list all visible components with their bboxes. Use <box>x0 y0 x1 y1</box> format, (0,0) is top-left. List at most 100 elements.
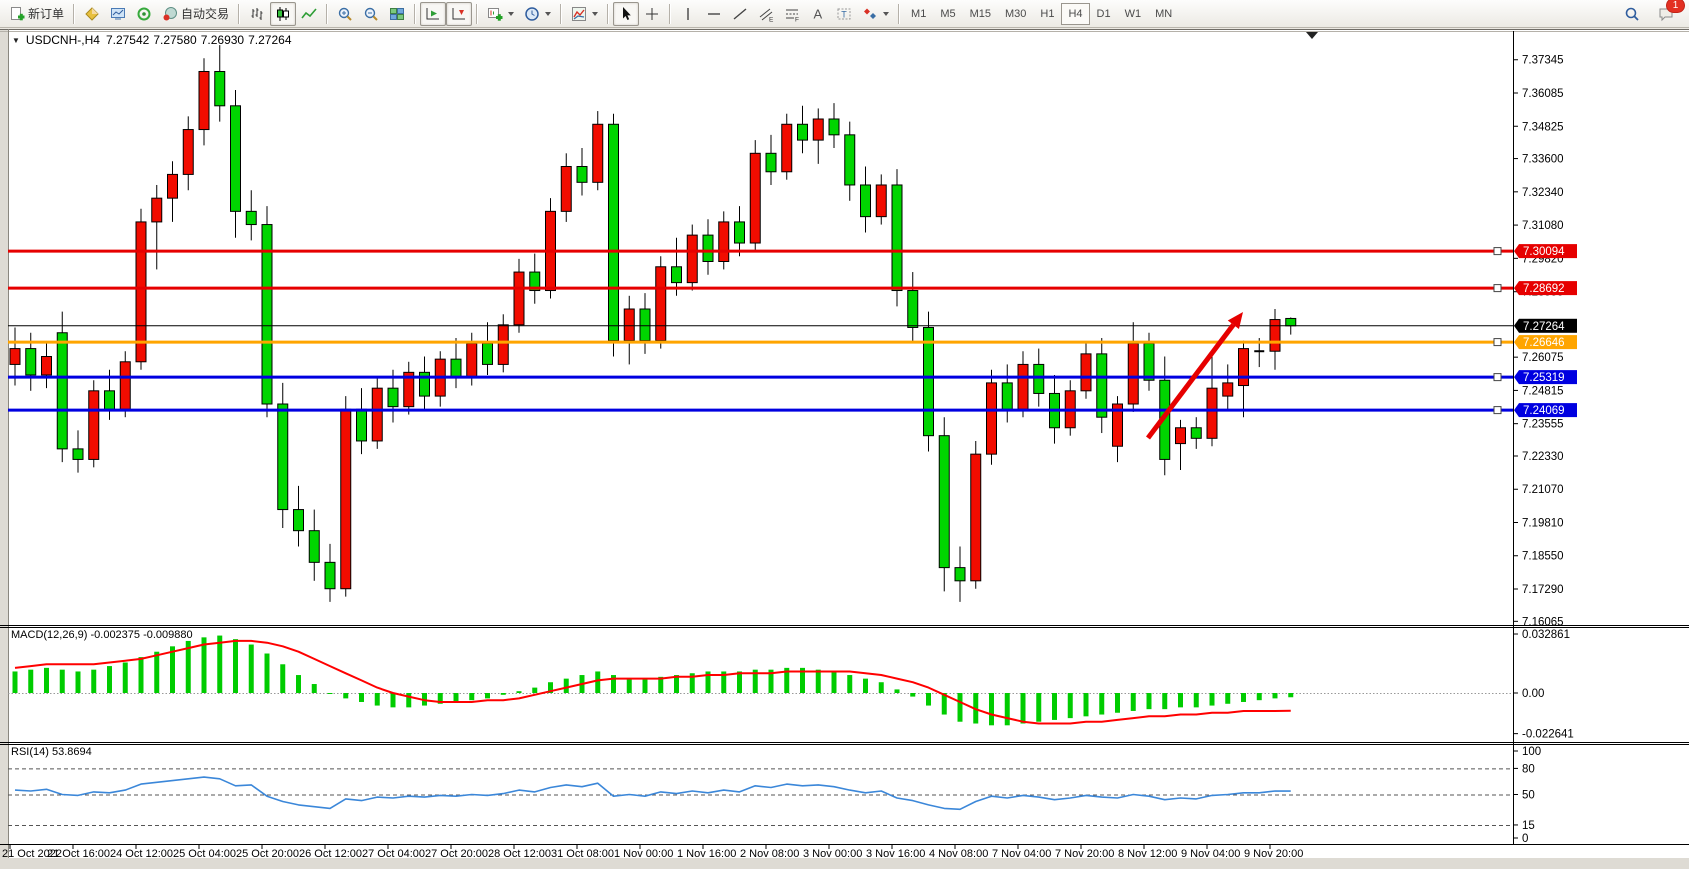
timeframe-w1-button[interactable]: W1 <box>1124 7 1142 20</box>
macd-bar <box>500 693 506 695</box>
timeframe-d1-button[interactable]: D1 <box>1096 7 1111 20</box>
resistance-line-2-handle[interactable] <box>1493 284 1502 293</box>
auto-trading-button[interactable]: 自动交易 <box>157 2 234 26</box>
pivot-line-handle[interactable] <box>1493 338 1502 347</box>
horizontal-line-button[interactable] <box>701 2 727 26</box>
macd-bar <box>516 691 522 693</box>
notifications-button[interactable]: 1 <box>1653 0 1685 26</box>
bull-candle <box>151 197 163 223</box>
zoom-out-button[interactable] <box>358 2 384 26</box>
timeframe-m15-button[interactable]: M15 <box>969 7 991 20</box>
price-axis[interactable]: 7.37345 7.36085 7.34825 7.33600 7.32340 7.310… <box>1513 55 1574 845</box>
window-left-frame <box>0 29 8 858</box>
bear-candle <box>230 105 241 212</box>
indicators-button[interactable] <box>566 2 603 26</box>
bear-candle <box>954 567 966 582</box>
timeframe-m30-button[interactable]: M30 <box>1005 7 1027 20</box>
new-chart-button[interactable] <box>482 2 519 26</box>
vertical-line-button[interactable] <box>675 2 701 26</box>
tile-windows-button[interactable] <box>384 2 410 26</box>
new-order-icon <box>11 6 25 20</box>
macd-bar <box>1004 693 1010 726</box>
macd-bar <box>611 675 616 693</box>
trend-arrow-head[interactable] <box>1227 312 1243 329</box>
trend-arrow[interactable] <box>1146 323 1236 440</box>
chart-shift-marker[interactable] <box>1306 32 1318 39</box>
text-button[interactable]: A <box>805 2 831 26</box>
bull-candle <box>1080 353 1092 392</box>
bear-candle <box>104 390 115 410</box>
bull-candle <box>718 221 730 263</box>
chart-shift-button[interactable] <box>446 1 473 26</box>
cursor-button[interactable] <box>613 1 640 26</box>
macd-bar <box>1209 693 1215 706</box>
resistance-line-1-badge: 7.30094 <box>1514 244 1577 259</box>
bear-candle <box>844 134 856 186</box>
resistance-line-1-handle[interactable] <box>1493 247 1502 256</box>
macd-bar <box>1256 693 1262 701</box>
price-tick-label: 7.18550 <box>1522 551 1564 563</box>
fibonacci-button[interactable]: F <box>779 2 805 26</box>
bull-candle <box>970 453 982 582</box>
terminal-button[interactable] <box>105 2 131 26</box>
price-tick-label: 7.33600 <box>1522 154 1564 166</box>
support-line-2-badge: 7.24069 <box>1514 403 1577 418</box>
bar-chart-button[interactable] <box>244 2 270 26</box>
bear-candle <box>797 123 808 141</box>
macd-bar <box>185 640 191 693</box>
new-order-button[interactable]: 新订单 <box>4 2 69 26</box>
trend-line-button[interactable] <box>727 2 753 26</box>
text-label-icon: T <box>837 8 851 19</box>
timeframe-m5-button[interactable]: M5 <box>940 7 956 20</box>
crosshair-button[interactable] <box>639 2 665 26</box>
support-line-1-handle[interactable] <box>1493 373 1502 382</box>
text-label-button[interactable]: T <box>831 2 857 26</box>
auto-scroll-button[interactable] <box>420 1 447 26</box>
timeframe-h4-button[interactable]: H4 <box>1061 2 1090 25</box>
macd-bar <box>800 667 805 693</box>
bear-candle <box>245 210 257 226</box>
price-tick-label: 7.24815 <box>1522 385 1564 397</box>
chart-wizard-button[interactable] <box>79 2 105 26</box>
bear-candle <box>72 448 84 460</box>
price-tick-label: 7.23555 <box>1522 419 1564 431</box>
bear-candle <box>293 509 304 532</box>
terminal-icon <box>111 7 126 20</box>
macd-bar <box>863 678 868 693</box>
price-tick-label: 7.21070 <box>1522 484 1564 496</box>
bull-candle <box>1238 348 1249 387</box>
timeframe-mn-button[interactable]: MN <box>1155 7 1173 20</box>
line-chart-button[interactable] <box>296 2 322 26</box>
search-button[interactable] <box>1619 2 1645 26</box>
arrows-button[interactable] <box>857 2 894 26</box>
timeframe-m1-button[interactable]: M1 <box>911 7 927 20</box>
equidistant-channel-button[interactable]: E <box>753 2 779 26</box>
time-tick-label: 9 Nov 20:00 <box>1244 848 1303 860</box>
macd-bar <box>894 689 900 693</box>
macd-bar <box>957 693 963 722</box>
macd-bar <box>343 693 349 699</box>
bull-candle <box>135 221 147 363</box>
candlestick-chart-button[interactable] <box>270 1 297 26</box>
timeframe-h1-button[interactable]: H1 <box>1040 7 1055 20</box>
support-line-1-badge: 7.25319 <box>1514 370 1577 385</box>
time-tick-label: 8 Nov 12:00 <box>1118 848 1177 860</box>
bull-candle <box>592 123 604 183</box>
bull-candle <box>371 387 383 442</box>
support-line-2-handle[interactable] <box>1493 406 1502 415</box>
text-icon: A <box>814 6 823 21</box>
price-tick-label: 7.19810 <box>1522 517 1564 529</box>
bear-candle <box>277 403 289 511</box>
bear-candle <box>1190 427 1202 439</box>
zoom-in-button[interactable] <box>332 2 358 26</box>
zoom-out-icon <box>364 7 378 21</box>
macd-bar <box>359 693 364 702</box>
bull-candle <box>182 129 194 175</box>
macd-bar <box>1099 693 1105 715</box>
signals-button[interactable] <box>131 2 157 26</box>
profiles-button[interactable] <box>519 2 556 26</box>
toolbar-separator <box>607 3 610 24</box>
